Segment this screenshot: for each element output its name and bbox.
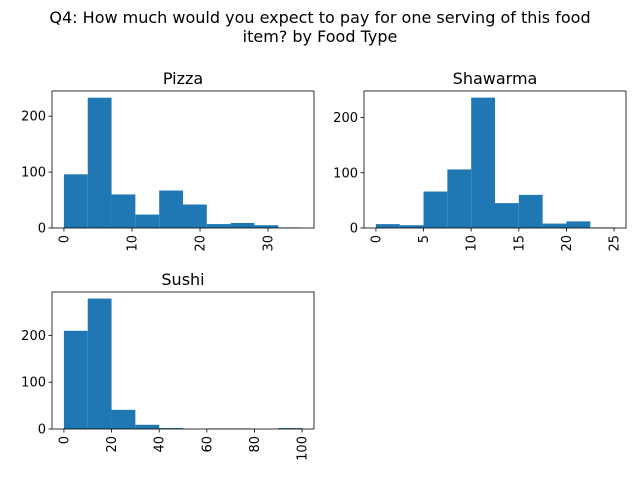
x-tick-label: 60 bbox=[200, 436, 215, 453]
histogram-bar bbox=[135, 214, 160, 228]
histogram-bar bbox=[471, 97, 495, 229]
x-tick-label: 5 bbox=[417, 235, 432, 243]
axes-frame bbox=[363, 90, 627, 229]
histogram-bar bbox=[159, 428, 183, 429]
histogram-bar bbox=[87, 298, 112, 429]
y-tick-label: 100 bbox=[333, 166, 358, 181]
x-tick-label: 40 bbox=[153, 436, 168, 453]
axes-frame bbox=[51, 90, 315, 229]
x-tick-label: 10 bbox=[125, 235, 140, 252]
x-tick-label: 15 bbox=[512, 235, 527, 252]
x-tick-label: 30 bbox=[262, 235, 277, 252]
panel-title: Shawarma bbox=[453, 69, 538, 88]
x-tick-label: 100 bbox=[296, 436, 311, 461]
histogram-bar bbox=[375, 224, 400, 228]
x-tick-label: 0 bbox=[369, 235, 384, 243]
x-tick-label: 0 bbox=[57, 436, 72, 444]
panel-sushi: Sushi 0 100 200 0 20 40 60 80 100 bbox=[21, 270, 315, 461]
axes-frame bbox=[51, 291, 315, 430]
x-tick-label: 10 bbox=[465, 235, 480, 252]
y-tick-label: 200 bbox=[333, 111, 358, 126]
histogram-bar bbox=[111, 409, 136, 429]
histogram-bar bbox=[542, 223, 567, 228]
x-tick-label: 20 bbox=[194, 235, 209, 252]
panel-title: Sushi bbox=[161, 270, 204, 289]
histogram-bar bbox=[447, 169, 472, 228]
histogram-bar bbox=[423, 191, 448, 228]
y-tick-label: 0 bbox=[350, 222, 358, 237]
figure-title-line-1: Q4: How much would you expect to pay for… bbox=[49, 8, 591, 27]
panel-pizza: Pizza 0 100 200 0 10 20 30 bbox=[21, 69, 315, 252]
histogram-bar bbox=[206, 224, 231, 228]
histogram-bar bbox=[63, 330, 88, 429]
histogram-bar bbox=[518, 194, 543, 228]
panel-shawarma: Shawarma 0 100 200 0 5 10 15 20 25 bbox=[333, 69, 627, 252]
histogram-bar bbox=[254, 225, 279, 228]
histogram-bar bbox=[230, 222, 255, 228]
y-tick-label: 0 bbox=[38, 222, 46, 237]
figure-title: Q4: How much would you expect to pay for… bbox=[0, 8, 640, 46]
histogram-bar bbox=[183, 204, 207, 228]
x-tick-label: 20 bbox=[105, 436, 120, 453]
x-tick-label: 20 bbox=[560, 235, 575, 252]
y-tick-label: 0 bbox=[38, 423, 46, 438]
histogram-bar bbox=[87, 97, 112, 228]
x-tick-label: 0 bbox=[57, 235, 72, 243]
x-tick-label: 25 bbox=[608, 235, 623, 252]
histogram-bar bbox=[135, 424, 160, 429]
histogram-bar bbox=[399, 225, 424, 228]
y-tick-label: 100 bbox=[21, 166, 46, 181]
histogram-bar bbox=[63, 174, 88, 228]
figure-title-line-2: item? by Food Type bbox=[242, 27, 398, 46]
histogram-bar bbox=[278, 428, 303, 429]
histogram-bar bbox=[159, 190, 183, 228]
histogram-bar bbox=[111, 194, 136, 228]
y-tick-label: 100 bbox=[21, 376, 46, 391]
x-tick-label: 80 bbox=[248, 436, 263, 453]
histogram-bar bbox=[495, 203, 519, 228]
y-tick-label: 200 bbox=[21, 329, 46, 344]
histogram-bar bbox=[566, 221, 591, 228]
panel-title: Pizza bbox=[163, 69, 203, 88]
y-tick-label: 200 bbox=[21, 110, 46, 125]
